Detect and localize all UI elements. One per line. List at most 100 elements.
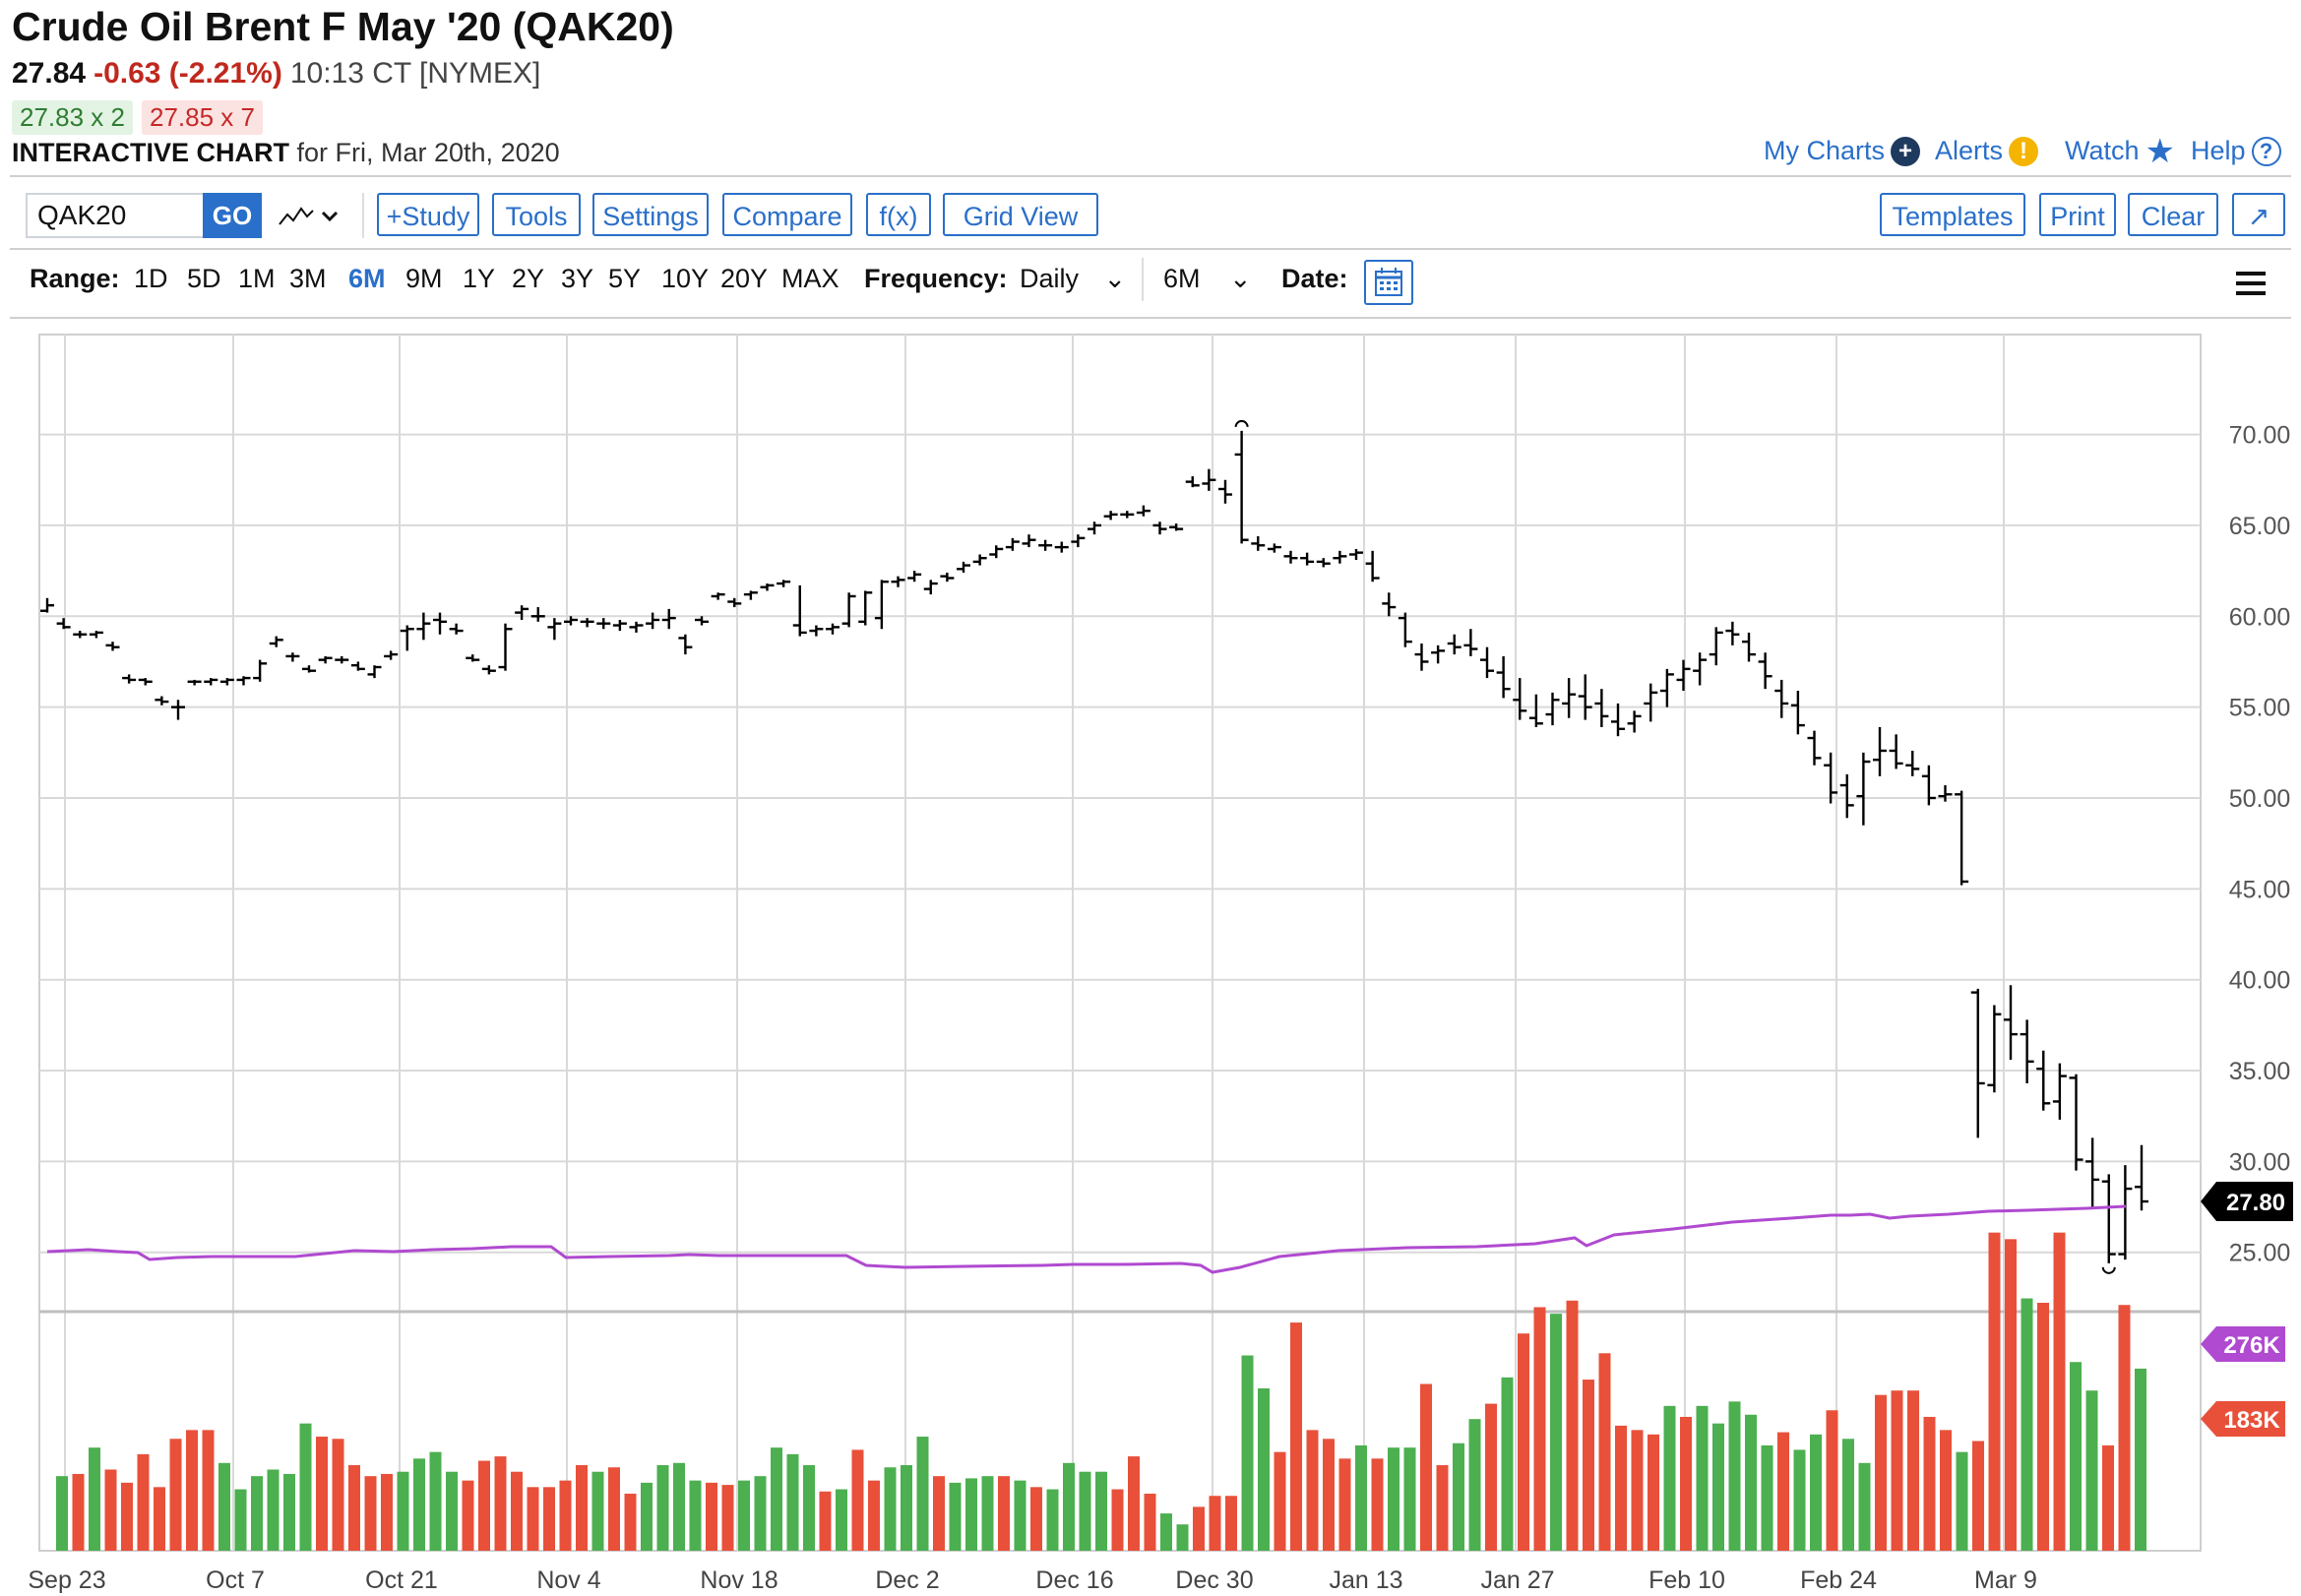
volume-bar <box>933 1476 945 1551</box>
ohlc-bar <box>891 576 905 587</box>
ohlc-bar <box>498 623 513 671</box>
volume-bar <box>234 1489 247 1551</box>
volume-bar <box>332 1439 344 1551</box>
ohlc-bar <box>1088 522 1101 535</box>
ohlc-bar <box>2036 1050 2051 1111</box>
ohlc-bar <box>580 618 594 628</box>
ohlc-bar <box>1283 550 1298 564</box>
ohlc-bar <box>466 654 480 662</box>
volume-bar <box>1176 1524 1189 1551</box>
range-option-1y[interactable]: 1Y <box>463 264 496 293</box>
range-option-max[interactable]: MAX <box>781 264 840 293</box>
range-option-1m[interactable]: 1M <box>238 264 276 293</box>
ohlc-bar <box>1349 548 1363 561</box>
x-tick-label: Oct 21 <box>365 1566 438 1594</box>
ohlc-bar <box>1365 550 1380 583</box>
ohlc-bar <box>743 590 758 600</box>
go-button[interactable]: GO <box>203 193 262 238</box>
volume-bar <box>1485 1403 1497 1551</box>
print-button[interactable]: Print <box>2039 193 2116 236</box>
chevron-down-icon: ⌄ <box>1229 264 1252 293</box>
ohlc-bar <box>1611 703 1625 737</box>
ohlc-bar <box>972 554 987 566</box>
range-option-10y[interactable]: 10Y <box>661 264 710 293</box>
study-button[interactable]: +Study <box>377 193 479 236</box>
templates-button[interactable]: Templates <box>1880 193 2025 236</box>
ohlc-bar <box>1185 476 1200 488</box>
volume-bar <box>608 1467 620 1551</box>
volume-bar <box>446 1471 458 1551</box>
volume-bar <box>1323 1439 1335 1551</box>
ohlc-bar <box>1038 539 1053 551</box>
my-charts-link[interactable]: My Charts + <box>1764 136 1921 166</box>
period-select[interactable]: 6M ⌄ <box>1163 264 1252 294</box>
volume-bar <box>965 1478 977 1551</box>
volume-bar <box>543 1487 555 1551</box>
alerts-link[interactable]: Alerts ! <box>1935 136 2039 166</box>
expand-button[interactable]: ↗ <box>2232 193 2285 236</box>
ohlc-bar <box>1856 752 1871 826</box>
volume-bar <box>267 1469 280 1551</box>
range-option-5y[interactable]: 5Y <box>608 264 642 293</box>
volume-bar <box>1258 1387 1270 1551</box>
volume-bar <box>786 1453 799 1551</box>
range-option-3y[interactable]: 3Y <box>561 264 594 293</box>
watch-link[interactable]: Watch ★ <box>2065 135 2175 168</box>
date-picker-button[interactable] <box>1364 260 1413 305</box>
ohlc-bar <box>1987 1005 2002 1093</box>
volume-bar <box>397 1471 409 1551</box>
ohlc-bar <box>957 561 970 573</box>
ohlc-bar <box>350 661 365 671</box>
volume-bar <box>89 1447 100 1551</box>
volume-bar <box>1420 1383 1432 1551</box>
ohlc-bar <box>2101 1174 2116 1263</box>
volume-bar <box>559 1480 572 1551</box>
x-tick-label: Mar 9 <box>1974 1566 2037 1594</box>
ohlc-bar <box>1562 678 1577 718</box>
tools-button[interactable]: Tools <box>492 193 581 236</box>
range-option-5d[interactable]: 5D <box>187 264 221 293</box>
volume-bar <box>348 1465 360 1551</box>
ohlc-bar <box>285 652 300 662</box>
ohlc-bar <box>1807 730 1822 766</box>
ohlc-bar <box>1725 621 1740 645</box>
volume-bar <box>851 1449 864 1551</box>
watch-label: Watch <box>2065 136 2140 165</box>
settings-button[interactable]: Settings <box>592 193 709 236</box>
help-link[interactable]: Help ? <box>2191 136 2281 166</box>
symbol-input[interactable] <box>26 193 203 238</box>
volume-bar <box>901 1465 912 1551</box>
menu-button[interactable] <box>2234 270 2268 302</box>
compare-button[interactable]: Compare <box>722 193 852 236</box>
ohlc-bar <box>760 583 775 591</box>
range-option-1d[interactable]: 1D <box>134 264 168 293</box>
fx-button[interactable]: f(x) <box>866 193 931 236</box>
ohlc-bar <box>646 612 660 630</box>
ohlc-bar <box>155 696 169 706</box>
range-option-6m[interactable]: 6M <box>348 264 386 293</box>
volume-bar <box>1338 1458 1351 1551</box>
range-option-20y[interactable]: 20Y <box>720 264 769 293</box>
chart-type-selector[interactable] <box>276 201 341 235</box>
ohlc-bar <box>105 642 120 651</box>
plus-circle-icon: + <box>1891 136 1921 166</box>
clear-button[interactable]: Clear <box>2128 193 2218 236</box>
volume-bar <box>121 1482 133 1551</box>
range-option-2y[interactable]: 2Y <box>512 264 545 293</box>
volume-bar <box>656 1465 669 1551</box>
ohlc-bar <box>1431 645 1446 664</box>
ohlc-bar <box>629 621 644 633</box>
x-tick-label: Jan 13 <box>1329 1566 1402 1594</box>
range-option-9m[interactable]: 9M <box>405 264 443 293</box>
ohlc-bar <box>335 655 349 664</box>
grid-view-button[interactable]: Grid View <box>943 193 1098 236</box>
ohlc-bar <box>1644 683 1658 722</box>
price-volume-chart[interactable]: 25.00 30.00 35.00 40.00 45.00 50.00 55.00 60.00… <box>0 325 2301 1596</box>
x-tick-label: Dec 2 <box>875 1566 939 1594</box>
ohlc-bar <box>1251 536 1266 551</box>
interactive-chart-heading: INTERACTIVE CHART for Fri, Mar 20th, 202… <box>12 138 560 168</box>
range-option-3m[interactable]: 3M <box>289 264 327 293</box>
volume-bar <box>2021 1298 2033 1551</box>
divider <box>10 175 2291 177</box>
frequency-select[interactable]: Daily ⌄ <box>1020 264 1126 294</box>
